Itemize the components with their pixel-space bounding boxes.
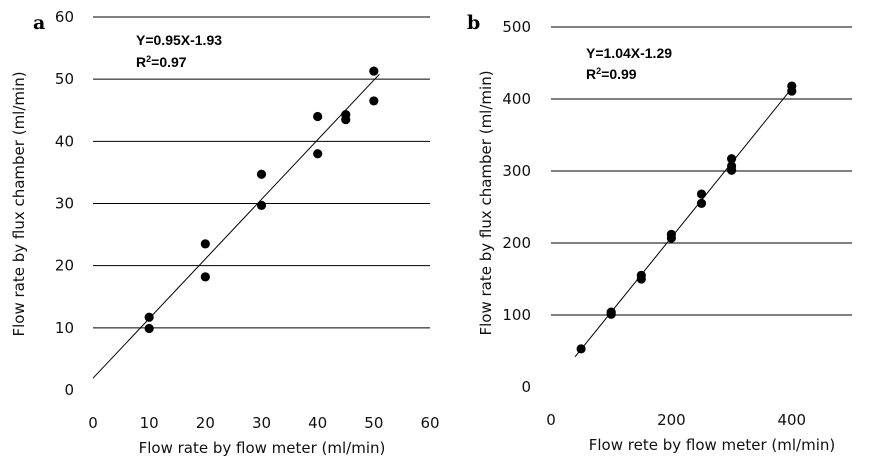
- points-b: [576, 81, 797, 354]
- y-tick-label-a-0: 0: [64, 381, 74, 399]
- r2-a: R2=0.97: [136, 54, 187, 70]
- data-point-a-11: [369, 96, 379, 106]
- chart-b: b 0 100 200 300 400 500 0 200 400 Y=1.04X-1.29 R…: [467, 12, 852, 454]
- ylabel-b: Flow rate by flux chamber (ml/min): [477, 70, 495, 335]
- data-point-b-9: [727, 154, 737, 164]
- y-tick-label-b-200: 200: [502, 234, 531, 252]
- r2-sup-b: 2: [596, 66, 601, 76]
- r2-sup-a: 2: [146, 54, 151, 64]
- data-point-a-1: [144, 323, 154, 334]
- x-tick-label-b-0: 0: [546, 411, 556, 429]
- y-tick-label-a-60: 60: [55, 8, 74, 26]
- x-tick-label-a-0: 0: [88, 414, 98, 432]
- x-tick-label-a-20: 20: [196, 414, 215, 432]
- data-point-b-13: [787, 86, 797, 96]
- data-point-a-4: [256, 169, 267, 179]
- ylabel-a: Flow rate by flux chamber (ml/min): [10, 71, 28, 336]
- r2-value-a: =0.97: [151, 54, 187, 70]
- data-point-b-4: [636, 274, 646, 284]
- data-point-a-5: [256, 200, 267, 210]
- data-point-a-10: [369, 66, 379, 76]
- y-tick-label-b-400: 400: [502, 90, 531, 108]
- y-tick-label-a-30: 30: [55, 195, 74, 213]
- panel-label-b: b: [467, 12, 480, 34]
- y-tick-label-b-0: 0: [521, 378, 531, 396]
- data-point-a-0: [144, 312, 154, 322]
- y-tick-label-a-40: 40: [55, 132, 74, 150]
- data-point-a-7: [313, 149, 323, 159]
- fit-line-a: [92, 73, 380, 379]
- data-point-a-6: [313, 111, 323, 122]
- x-tick-label-b-400: 400: [777, 411, 806, 429]
- data-point-a-3: [200, 272, 210, 282]
- data-point-b-0: [576, 344, 586, 354]
- x-tick-label-a-50: 50: [364, 414, 383, 432]
- r2-value-b: =0.99: [601, 66, 637, 82]
- data-point-b-8: [696, 198, 707, 208]
- x-tick-label-a-30: 30: [252, 414, 271, 432]
- r2-prefix-a: R: [136, 54, 146, 70]
- y-tick-label-b-300: 300: [502, 162, 531, 180]
- points-a: [144, 66, 379, 334]
- data-point-a-2: [200, 239, 210, 249]
- grid-b: [551, 26, 852, 316]
- x-tick-label-b-200: 200: [657, 411, 686, 429]
- xlabel-b: Flow rete by flow meter (ml/min): [589, 436, 836, 454]
- data-point-b-6: [666, 233, 677, 243]
- data-point-b-2: [606, 309, 616, 319]
- y-tick-label-b-100: 100: [502, 306, 531, 324]
- ticks-b: 0 100 200 300 400 500 0 200 400: [502, 18, 806, 429]
- x-tick-label-a-60: 60: [420, 414, 439, 432]
- data-point-a-9: [341, 114, 351, 125]
- chart-a: a 0 10 20 30 40 50 60 0 10 20 30 40 50 60 Y=0.95X-1.9…: [10, 8, 440, 457]
- panel-label-a: a: [33, 12, 45, 34]
- equation-a: Y=0.95X-1.93: [136, 32, 222, 48]
- y-tick-label-a-20: 20: [55, 257, 74, 275]
- data-point-b-11: [727, 165, 737, 175]
- xlabel-a: Flow rate by flow meter (ml/min): [139, 439, 386, 457]
- equation-b: Y=1.04X-1.29: [586, 45, 672, 61]
- ticks-a: 0 10 20 30 40 50 60 0 10 20 30 40 50 60: [55, 8, 440, 432]
- data-point-b-7: [696, 189, 707, 199]
- y-tick-label-a-50: 50: [55, 70, 74, 88]
- y-tick-label-a-10: 10: [55, 319, 74, 337]
- r2-b: R2=0.99: [586, 66, 637, 82]
- x-tick-label-a-10: 10: [140, 414, 159, 432]
- x-tick-label-a-40: 40: [308, 414, 327, 432]
- y-tick-label-b-500: 500: [502, 18, 531, 36]
- r2-prefix-b: R: [586, 66, 596, 82]
